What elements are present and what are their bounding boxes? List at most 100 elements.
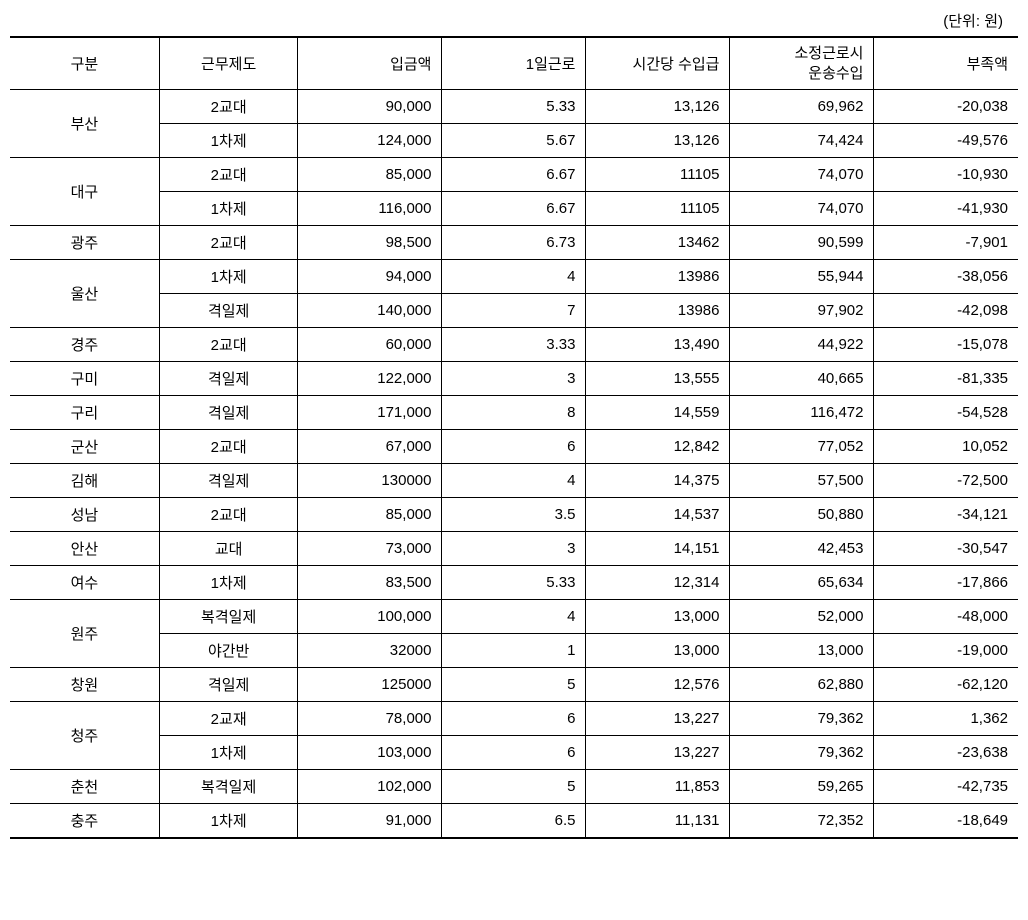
cell-regular: 50,880: [730, 498, 874, 532]
table-row: 야간반32000113,00013,000-19,000: [10, 634, 1018, 668]
cell-daily: 8: [442, 396, 586, 430]
header-deposit: 입금액: [298, 37, 442, 90]
cell-category: 여수: [10, 566, 159, 600]
cell-deposit: 73,000: [298, 532, 442, 566]
cell-regular: 42,453: [730, 532, 874, 566]
cell-system: 1차제: [159, 566, 298, 600]
table-row: 충주1차제91,0006.511,13172,352-18,649: [10, 804, 1018, 839]
table-row: 울산1차제94,00041398655,944-38,056: [10, 260, 1018, 294]
cell-system: 2교재: [159, 702, 298, 736]
cell-shortage: -81,335: [874, 362, 1018, 396]
cell-hourly: 11,131: [586, 804, 730, 839]
cell-shortage: -18,649: [874, 804, 1018, 839]
cell-regular: 57,500: [730, 464, 874, 498]
cell-shortage: -15,078: [874, 328, 1018, 362]
cell-regular: 79,362: [730, 736, 874, 770]
header-regular-income: 소정근로시 운송수입: [730, 37, 874, 90]
cell-regular: 65,634: [730, 566, 874, 600]
table-row: 춘천복격일제102,000511,85359,265-42,735: [10, 770, 1018, 804]
cell-deposit: 140,000: [298, 294, 442, 328]
cell-shortage: -19,000: [874, 634, 1018, 668]
cell-shortage: -41,930: [874, 192, 1018, 226]
cell-deposit: 85,000: [298, 498, 442, 532]
cell-shortage: -48,000: [874, 600, 1018, 634]
cell-system: 1차제: [159, 804, 298, 839]
cell-regular: 74,424: [730, 124, 874, 158]
cell-daily: 6: [442, 430, 586, 464]
cell-system: 교대: [159, 532, 298, 566]
cell-hourly: 13986: [586, 294, 730, 328]
table-row: 창원격일제125000512,57662,880-62,120: [10, 668, 1018, 702]
cell-daily: 5.33: [442, 90, 586, 124]
cell-hourly: 13,000: [586, 600, 730, 634]
cell-daily: 6.73: [442, 226, 586, 260]
cell-system: 2교대: [159, 226, 298, 260]
cell-shortage: -23,638: [874, 736, 1018, 770]
cell-system: 1차제: [159, 124, 298, 158]
cell-hourly: 12,842: [586, 430, 730, 464]
table-row: 경주2교대60,0003.3313,49044,922-15,078: [10, 328, 1018, 362]
cell-shortage: -7,901: [874, 226, 1018, 260]
cell-daily: 6.67: [442, 192, 586, 226]
header-shortage: 부족액: [874, 37, 1018, 90]
cell-hourly: 11105: [586, 192, 730, 226]
cell-hourly: 13462: [586, 226, 730, 260]
table-row: 부산2교대90,0005.3313,12669,962-20,038: [10, 90, 1018, 124]
unit-label: (단위: 원): [10, 10, 1018, 31]
table-row: 1차제116,0006.671110574,070-41,930: [10, 192, 1018, 226]
cell-deposit: 171,000: [298, 396, 442, 430]
cell-regular: 72,352: [730, 804, 874, 839]
cell-daily: 5: [442, 668, 586, 702]
cell-deposit: 116,000: [298, 192, 442, 226]
cell-shortage: 1,362: [874, 702, 1018, 736]
cell-shortage: -49,576: [874, 124, 1018, 158]
cell-category: 대구: [10, 158, 159, 226]
cell-system: 격일제: [159, 396, 298, 430]
table-row: 광주2교대98,5006.731346290,599-7,901: [10, 226, 1018, 260]
cell-system: 2교대: [159, 90, 298, 124]
cell-category: 광주: [10, 226, 159, 260]
cell-deposit: 60,000: [298, 328, 442, 362]
cell-daily: 4: [442, 464, 586, 498]
cell-hourly: 14,151: [586, 532, 730, 566]
cell-hourly: 13,227: [586, 702, 730, 736]
cell-regular: 77,052: [730, 430, 874, 464]
cell-hourly: 14,559: [586, 396, 730, 430]
cell-daily: 3.5: [442, 498, 586, 532]
cell-daily: 5.67: [442, 124, 586, 158]
cell-category: 원주: [10, 600, 159, 668]
cell-hourly: 13986: [586, 260, 730, 294]
cell-shortage: -17,866: [874, 566, 1018, 600]
cell-category: 안산: [10, 532, 159, 566]
cell-deposit: 94,000: [298, 260, 442, 294]
cell-regular: 13,000: [730, 634, 874, 668]
cell-regular: 59,265: [730, 770, 874, 804]
cell-category: 춘천: [10, 770, 159, 804]
cell-hourly: 13,490: [586, 328, 730, 362]
cell-regular: 116,472: [730, 396, 874, 430]
cell-regular: 90,599: [730, 226, 874, 260]
table-row: 안산교대73,000314,15142,453-30,547: [10, 532, 1018, 566]
table-row: 군산2교대67,000612,84277,05210,052: [10, 430, 1018, 464]
table-row: 성남2교대85,0003.514,53750,880-34,121: [10, 498, 1018, 532]
cell-regular: 62,880: [730, 668, 874, 702]
cell-system: 1차제: [159, 260, 298, 294]
cell-shortage: -42,735: [874, 770, 1018, 804]
table-row: 김해격일제130000414,37557,500-72,500: [10, 464, 1018, 498]
cell-hourly: 12,576: [586, 668, 730, 702]
cell-shortage: -54,528: [874, 396, 1018, 430]
cell-hourly: 11,853: [586, 770, 730, 804]
cell-category: 창원: [10, 668, 159, 702]
cell-deposit: 130000: [298, 464, 442, 498]
cell-deposit: 125000: [298, 668, 442, 702]
cell-deposit: 85,000: [298, 158, 442, 192]
cell-system: 야간반: [159, 634, 298, 668]
cell-system: 2교대: [159, 158, 298, 192]
cell-shortage: 10,052: [874, 430, 1018, 464]
cell-deposit: 102,000: [298, 770, 442, 804]
cell-daily: 4: [442, 600, 586, 634]
cell-daily: 6.67: [442, 158, 586, 192]
table-row: 구미격일제122,000313,55540,665-81,335: [10, 362, 1018, 396]
cell-system: 2교대: [159, 430, 298, 464]
header-regular-line1: 소정근로시: [794, 45, 863, 62]
